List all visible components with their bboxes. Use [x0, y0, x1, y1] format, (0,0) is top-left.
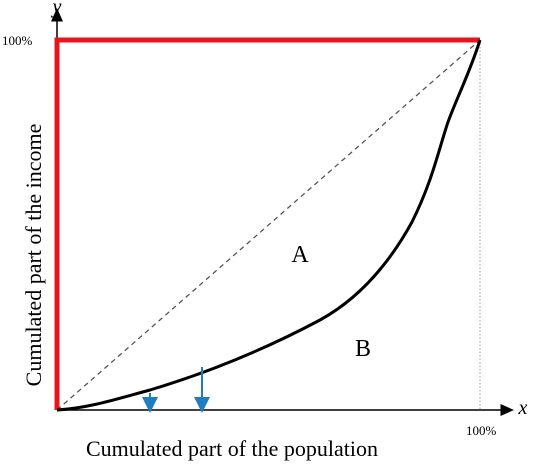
x-tick-100: 100% [466, 423, 497, 438]
equality-line [56, 39, 481, 411]
y-axis-variable: y [51, 0, 62, 18]
y-tick-100: 100% [2, 33, 33, 48]
lorenz-curve [56, 39, 482, 412]
x-axis-variable: x [518, 397, 528, 419]
region-b-label: B [355, 336, 371, 362]
x-axis-label: Cumulated part of the population [86, 436, 378, 461]
y-axis-label: Cumulated part of the income [21, 124, 46, 387]
region-a-label: A [291, 242, 309, 268]
perfect-inequality-line [54, 37, 480, 410]
